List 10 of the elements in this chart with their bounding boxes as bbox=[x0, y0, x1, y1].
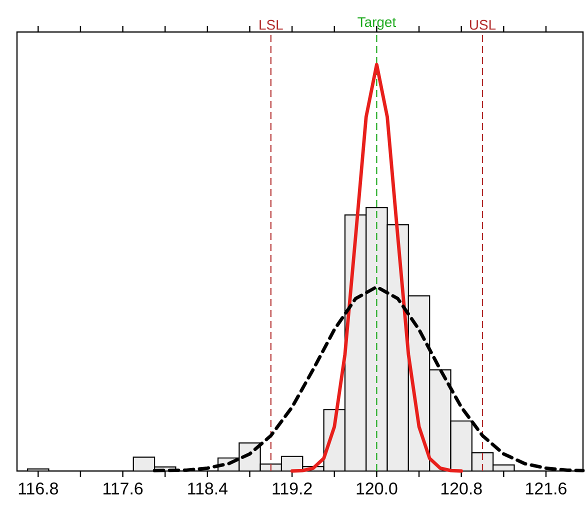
x-tick-label: 121.6 bbox=[526, 482, 566, 495]
x-tick-label: 117.6 bbox=[104, 482, 143, 495]
x-tick-label: 119.2 bbox=[272, 482, 312, 495]
ref-line-label: LSL bbox=[260, 20, 283, 30]
x-tick-label: 120.0 bbox=[356, 482, 398, 495]
ref-line-label: USL bbox=[470, 20, 496, 30]
x-tick-label: 118.4 bbox=[188, 482, 228, 495]
x-tick-label: 120.8 bbox=[441, 482, 482, 495]
x-tick-label: 116.8 bbox=[18, 482, 58, 495]
ref-line-label: Target bbox=[358, 17, 396, 30]
